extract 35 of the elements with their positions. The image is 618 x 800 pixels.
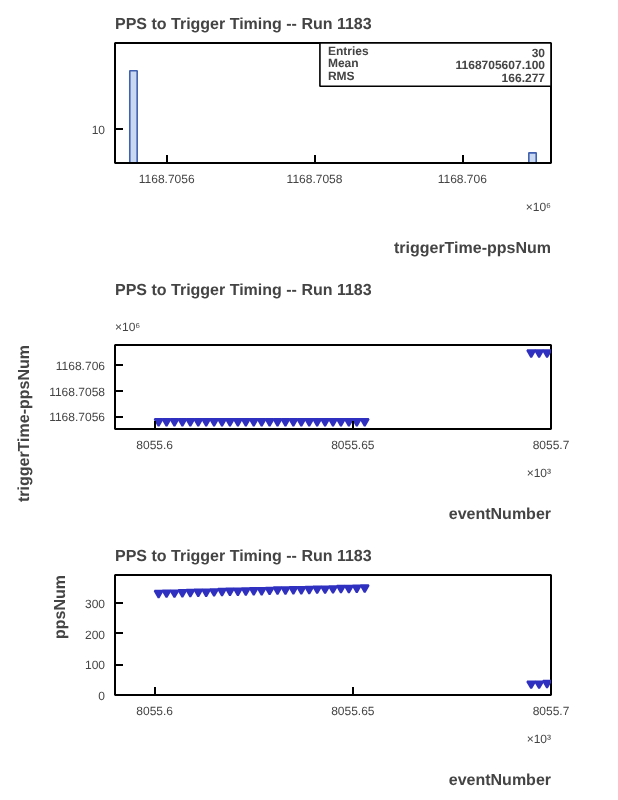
point bbox=[161, 589, 172, 599]
x-axis-title: eventNumber bbox=[448, 505, 551, 523]
point bbox=[335, 584, 346, 594]
point bbox=[193, 588, 204, 598]
point bbox=[177, 589, 188, 599]
point bbox=[328, 585, 338, 595]
point bbox=[185, 588, 196, 598]
chart-title: PPS to Trigger Timing -- Run 1183 bbox=[115, 547, 373, 565]
point bbox=[534, 680, 545, 690]
point bbox=[526, 680, 537, 690]
point bbox=[224, 587, 235, 597]
point bbox=[256, 586, 267, 596]
point bbox=[343, 584, 354, 594]
y-axis-title: triggerTime-ppsNum bbox=[15, 344, 33, 503]
point bbox=[296, 586, 307, 595]
point bbox=[169, 589, 180, 599]
point bbox=[288, 586, 299, 595]
y-axis-title: ppsNum bbox=[51, 575, 69, 639]
point bbox=[359, 584, 370, 594]
point bbox=[280, 586, 291, 596]
chart-title: PPS to Trigger Timing -- Run 1183 bbox=[115, 15, 373, 33]
point bbox=[153, 589, 164, 599]
point bbox=[351, 584, 362, 594]
chart-title: PPS to Trigger Timing -- Run 1183 bbox=[115, 281, 373, 299]
point bbox=[264, 586, 275, 596]
point bbox=[232, 587, 243, 597]
point bbox=[304, 585, 315, 595]
point bbox=[272, 586, 283, 596]
point bbox=[240, 587, 251, 597]
x-axis-title: triggerTime-ppsNum bbox=[393, 239, 552, 257]
point bbox=[248, 586, 259, 596]
x-axis-title: eventNumber bbox=[448, 771, 551, 789]
point bbox=[312, 585, 323, 595]
point bbox=[542, 679, 551, 689]
point bbox=[201, 588, 212, 598]
